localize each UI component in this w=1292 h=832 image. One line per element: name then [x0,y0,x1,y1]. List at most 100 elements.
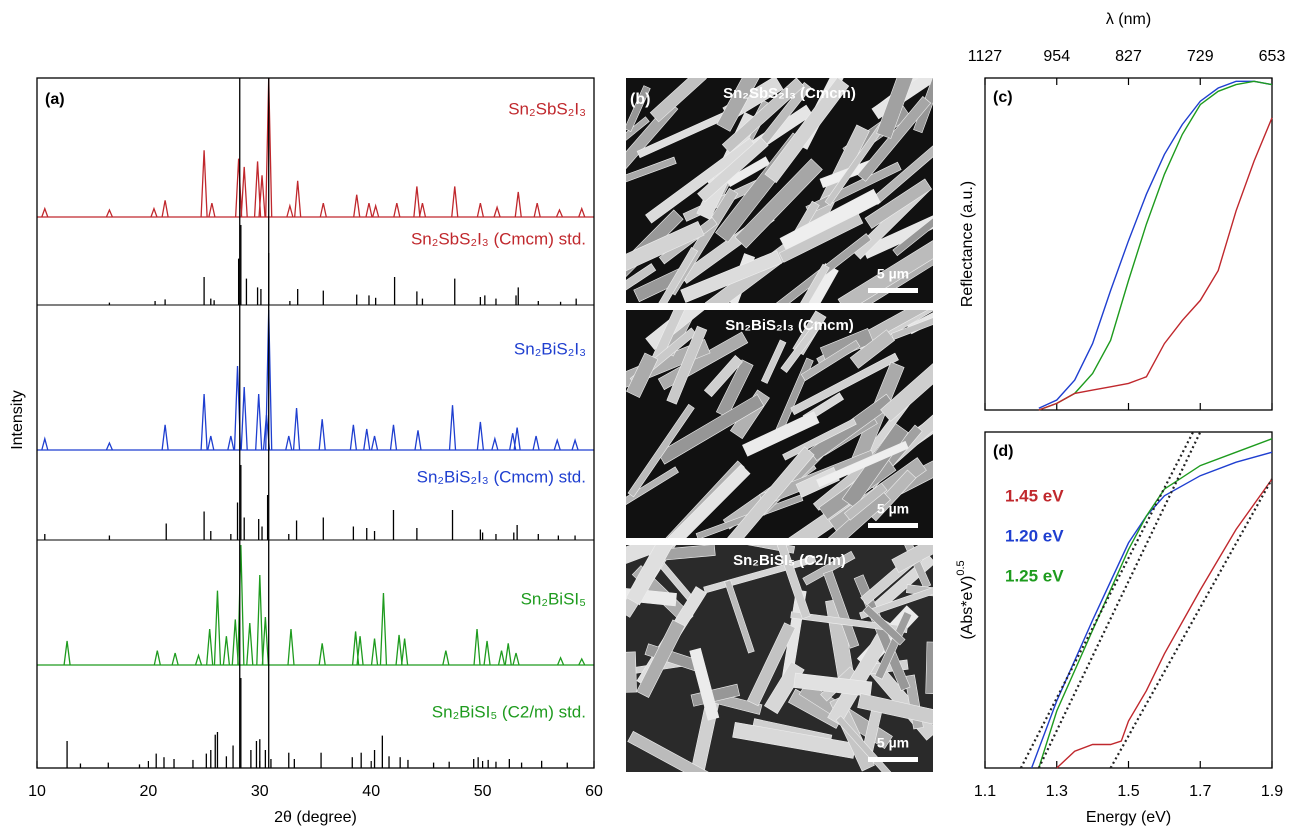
sem-crystal [645,137,757,224]
xrd-peak [222,636,231,666]
y-axis-label-sup: 0.5 [955,560,967,575]
xrd-peak [418,202,427,218]
panel-label: (a) [45,91,65,108]
x-axis-label: Energy (eV) [1086,809,1171,826]
xrd-peak [497,650,506,666]
sem-crystal [626,156,677,183]
xrd-peak [493,205,501,218]
sem-crystal [657,464,751,538]
xrd-peak [161,200,169,218]
xrd-peak [370,638,379,666]
sem-crystal [746,622,796,707]
data-line [1038,80,1273,411]
sem-texture [626,545,933,772]
xrd-peak [370,435,379,451]
sem-crystal [790,611,908,634]
xrd-peak [318,643,326,666]
sem-crystal [857,693,933,730]
sem-texture [626,310,933,538]
xrd-peak [261,616,270,666]
sem-crystal [793,263,830,303]
xrd-peak [476,202,485,218]
xrd-peak [473,628,481,666]
xrd-peak [63,640,71,666]
y-axis-label-main: Reflectance (a.u.) [959,181,976,307]
annotation: 1.25 eV [1005,566,1064,585]
xrd-peak [171,652,179,666]
sem-crystal [763,661,805,715]
xrd-peak [578,657,586,666]
xrd-peak [533,202,541,218]
sem-crystal [626,466,679,535]
sem-crystal [837,230,933,303]
x-tick-label: 30 [251,783,269,800]
xrd-peak [379,592,388,666]
data-line [1038,117,1273,411]
panel-label: (b) [630,91,650,108]
sem-crystal [892,214,933,257]
data-line [1038,438,1273,769]
x-tick-label: 50 [474,783,492,800]
sem-crystal [890,313,933,340]
sem-crystal [721,78,805,154]
annotation: 1.45 eV [1005,486,1064,505]
xrd-peak [286,203,294,218]
sem-crystal [780,320,823,373]
xrd-peak [395,634,403,666]
xrd-peak [237,544,245,666]
xrd-peak [231,619,239,666]
sem-crystal [626,352,659,399]
xrd-peak [41,436,49,451]
xrd-peak [514,191,522,218]
x-tick-label: 20 [140,783,158,800]
sem-crystal [689,647,720,721]
fit-line [1037,431,1202,769]
xrd-peak [448,405,457,451]
sem-crystal [724,579,755,654]
sem-scale-label: 5 µm [877,501,909,517]
xrd-peak [206,628,214,666]
sem-crystal [697,136,769,203]
xrd-peak [553,437,561,451]
sem-crystal [627,730,739,772]
sem-crystal [626,545,679,606]
sem-crystal [891,545,933,573]
plot-frame [36,77,595,769]
xrd-peak [483,640,491,666]
sem-crystal [626,220,705,283]
sem-crystal [649,78,707,123]
y-axis-label: Reflectance (a.u.) [959,181,976,307]
xrd-peak [285,435,293,451]
sem-title: Sn₂BiSI₅ (C2/m) [733,552,846,569]
xrd-peak [227,435,235,451]
xrd-peak [532,435,540,451]
xrd-peak [41,206,49,218]
y-axis-label-main: (Abs*eV) [959,576,976,640]
sem-crystal [626,263,657,303]
x2-tick-label: 729 [1187,48,1214,65]
sem-crystal [862,604,906,646]
y-axis-label: Intensity [9,390,26,450]
series-label: Sn₂BiS₂I₃ (Cmcm) std. [417,467,586,486]
sem-title: Sn₂BiS₂I₃ (Cmcm) [725,317,854,334]
sem-crystal [880,338,933,422]
xrd-peak [161,424,169,451]
series-label: Sn₂BiSI₅ [521,589,586,608]
sem-crystal [626,651,637,693]
sem-crystal [778,213,864,263]
sem-crystal [874,611,913,680]
xrd-peak [207,435,215,451]
xrd-peak [491,436,499,451]
xrd-peak [400,638,409,666]
x2-tick-label: 827 [1115,48,1142,65]
xrd-peak [194,653,203,666]
xrd-peak [240,166,248,218]
series-label: Sn₂SbS₂I₃ (Cmcm) std. [411,229,586,248]
sem-crystal [913,78,933,134]
x-tick-label: 60 [585,783,603,800]
sem-crystal [716,78,780,132]
series-label: Sn₂BiSI₅ (C2/m) std. [432,702,586,721]
xrd-peak [504,643,512,666]
sem-crystal [636,619,686,698]
